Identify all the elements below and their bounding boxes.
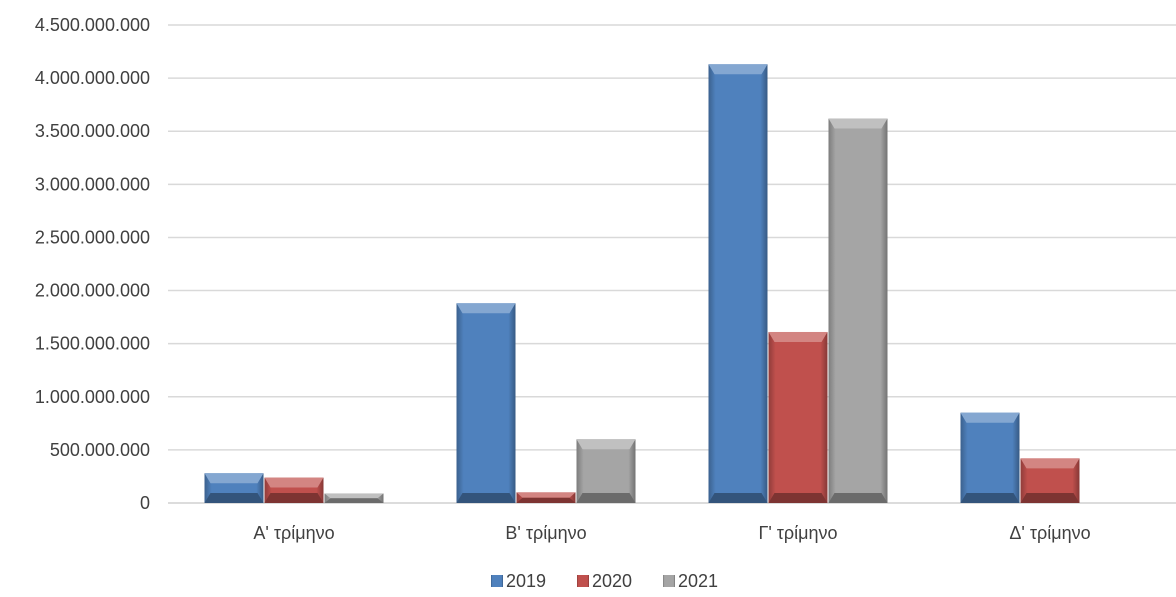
legend-swatch bbox=[663, 575, 675, 587]
bars bbox=[204, 64, 1080, 504]
y-axis-tick-labels: 0 500.000.000 1.000.000.000 1.500.000.000 2.… bbox=[35, 15, 150, 513]
y-tick-label: 1.500.000.000 bbox=[35, 334, 150, 354]
legend-label: 2020 bbox=[592, 571, 632, 591]
gridlines bbox=[168, 24, 1176, 504]
y-tick-label: 2.500.000.000 bbox=[35, 227, 150, 247]
x-category-label: Β' τρίμηνο bbox=[505, 523, 586, 543]
y-tick-label: 0 bbox=[140, 493, 150, 513]
legend-swatch bbox=[491, 575, 503, 587]
bar-2020-3 bbox=[768, 331, 828, 503]
y-tick-label: 3.500.000.000 bbox=[35, 121, 150, 141]
legend-swatch bbox=[577, 575, 589, 587]
x-axis-category-labels: Α' τρίμηνο Β' τρίμηνο Γ' τρίμηνο Δ' τρίμηνο bbox=[253, 523, 1090, 543]
bar-2021-1 bbox=[324, 493, 384, 503]
y-tick-label: 2.000.000.000 bbox=[35, 281, 150, 301]
y-tick-label: 3.000.000.000 bbox=[35, 174, 150, 194]
bar-2021-3 bbox=[828, 118, 888, 503]
bar-2020-2 bbox=[516, 492, 576, 503]
y-tick-label: 4.500.000.000 bbox=[35, 15, 150, 35]
bar-2019-3 bbox=[708, 64, 768, 504]
bar-2019-4 bbox=[960, 412, 1020, 503]
legend-label: 2019 bbox=[506, 571, 546, 591]
bar-2020-4 bbox=[1020, 458, 1080, 503]
y-tick-label: 500.000.000 bbox=[50, 440, 150, 460]
bar-2019-2 bbox=[456, 303, 516, 503]
y-tick-label: 1.000.000.000 bbox=[35, 387, 150, 407]
legend-item-2019: 2019 bbox=[491, 571, 546, 591]
x-category-label: Δ' τρίμηνο bbox=[1009, 523, 1090, 543]
bar-2020-1 bbox=[264, 477, 324, 503]
x-category-label: Γ' τρίμηνο bbox=[758, 523, 837, 543]
bar-2021-2 bbox=[576, 439, 636, 503]
legend: 2019 2020 2021 bbox=[491, 571, 718, 591]
legend-label: 2021 bbox=[678, 571, 718, 591]
bar-2019-1 bbox=[204, 473, 264, 503]
x-category-label: Α' τρίμηνο bbox=[253, 523, 334, 543]
legend-item-2020: 2020 bbox=[577, 571, 632, 591]
legend-item-2021: 2021 bbox=[663, 571, 718, 591]
y-tick-label: 4.000.000.000 bbox=[35, 68, 150, 88]
